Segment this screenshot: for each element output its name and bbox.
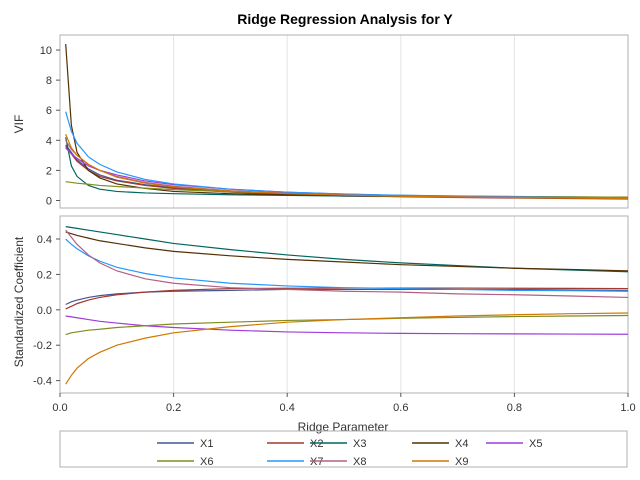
legend-label: X5 [529,438,542,450]
x-tick-label: 0.6 [393,402,408,414]
series-line-x1 [65,144,629,200]
x-tick-label: 0.4 [280,402,295,414]
legend-item-x5: X5 [486,438,542,450]
series-line-x2 [65,145,629,200]
legend-label: X2 [310,438,323,450]
series-line-x3 [65,226,629,273]
y-tick-label: 8 [46,75,52,87]
series-line-x4 [65,231,629,272]
vif-plot-frame [59,34,629,209]
x-axis-label: Ridge Parameter [298,420,389,434]
coefficient-panel: -0.4 -0.2 0.0 0.2 0.4 [33,215,629,394]
legend-label: X9 [455,456,468,468]
series-line-x5 [65,315,629,335]
legend-item-x8: X8 [310,456,366,468]
y-tick-label: 4 [46,135,52,147]
series-line-x8 [65,229,629,299]
legend-item-x4: X4 [412,438,468,450]
series-line-x6 [65,314,629,336]
vif-axis-label: VIF [12,115,26,134]
y-tick-label: 0 [46,195,52,207]
coefficient-axis-label: Standardized Coefficient [12,236,26,367]
coefficients-plot-frame [59,215,629,394]
x-tick-label: 0.2 [166,402,181,414]
y-tick-label: -0.4 [33,376,52,388]
series-line-x5 [65,147,629,199]
y-tick-label: 0.2 [37,269,52,281]
legend-item-x1: X1 [157,438,213,450]
y-tick-label: 0.0 [37,305,52,317]
series-line-x2 [65,287,629,310]
series-line-x7 [65,238,629,292]
legend-label: X4 [455,438,468,450]
legend-item-x7: X7 [267,456,323,468]
y-tick-label: 0.4 [37,234,52,246]
x-axis: 0.0 0.2 0.4 0.6 0.8 1.0 [52,393,636,414]
legend-label: X3 [353,438,366,450]
legend-label: X6 [200,456,213,468]
legend: X1 X2 X3 X4 X5 X6 X7 X8 X9 [59,430,628,468]
legend-label: X8 [353,456,366,468]
legend-item-x6: X6 [157,456,213,468]
y-tick-label: 10 [40,45,52,57]
vif-panel: 0 2 4 6 8 10 [40,34,629,209]
x-tick-label: 1.0 [620,402,635,414]
x-tick-label: 0.8 [507,402,522,414]
chart-title: Ridge Regression Analysis for Y [237,11,453,27]
series-line-x9 [65,134,629,200]
legend-label: X7 [310,456,323,468]
x-tick-label: 0.0 [52,402,67,414]
legend-label: X1 [200,438,213,450]
legend-frame [59,430,628,468]
y-tick-label: 2 [46,165,52,177]
y-tick-label: -0.2 [33,340,52,352]
y-tick-label: 6 [46,105,52,117]
legend-item-x2: X2 [267,438,323,450]
legend-item-x9: X9 [412,456,468,468]
series-line-x4 [65,43,629,198]
series-line-x9 [65,312,629,385]
legend-item-x3: X3 [310,438,366,450]
